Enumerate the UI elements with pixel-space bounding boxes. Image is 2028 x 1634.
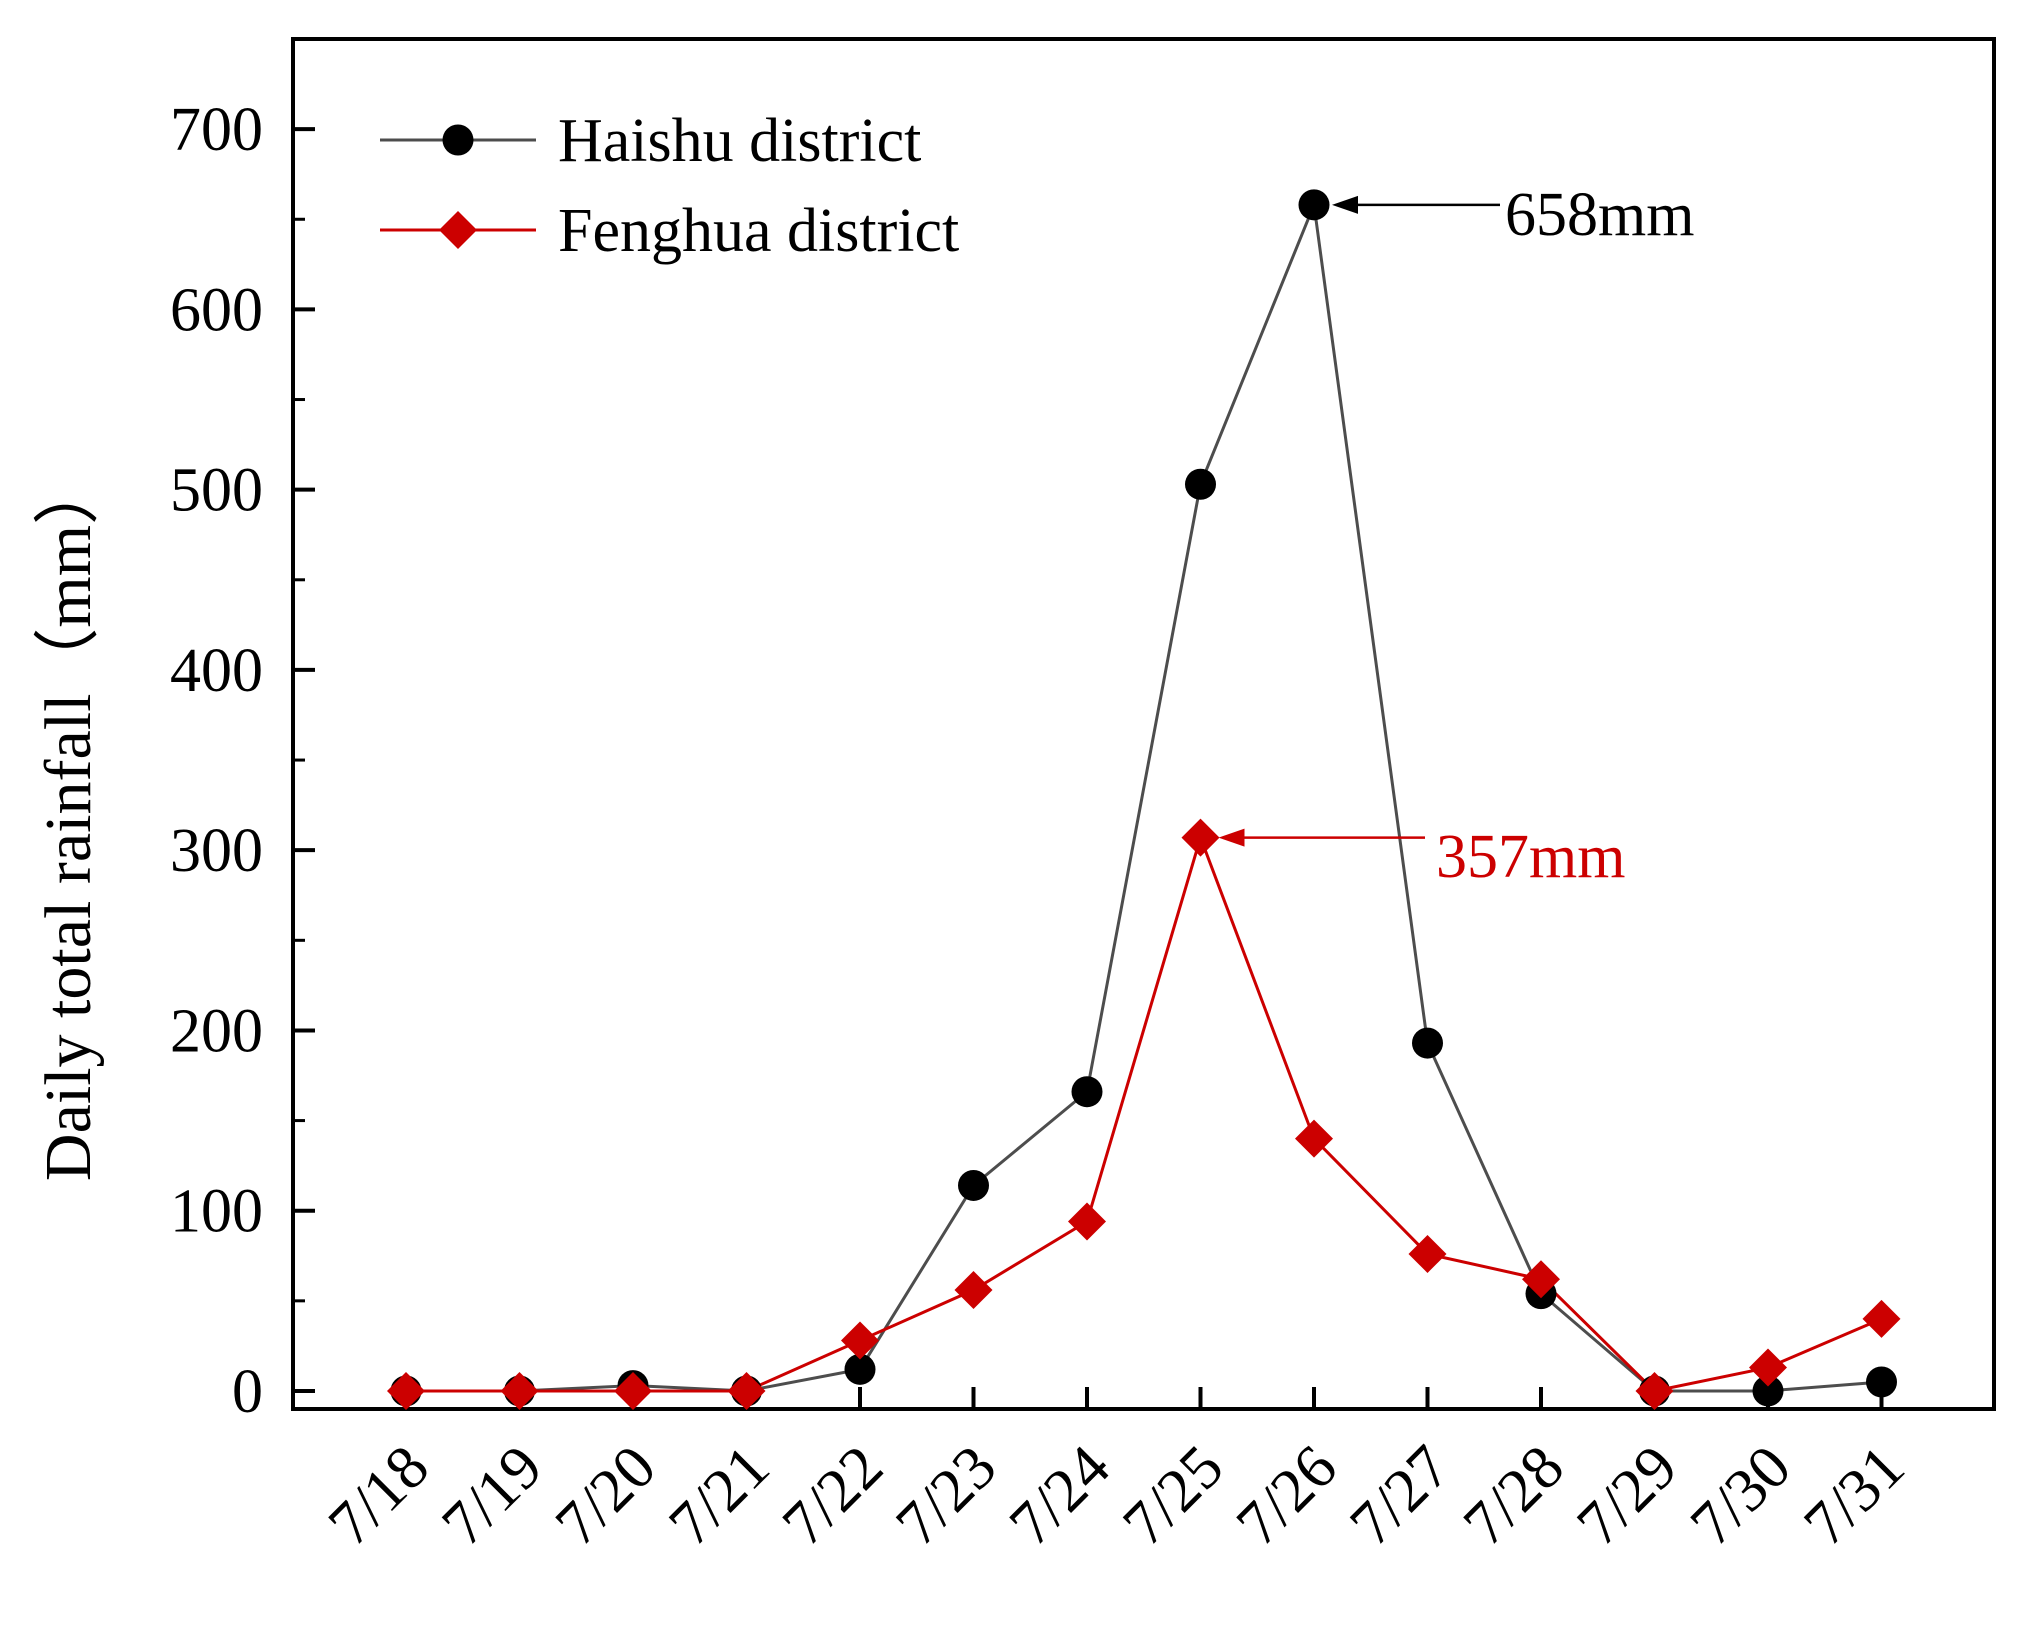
x-tick-label: 7/22 [770,1433,896,1559]
annotation-arrow-head [1218,828,1245,847]
data-point-fenghua [387,1371,425,1410]
x-tick-label: 7/21 [656,1433,782,1559]
data-point-fenghua [500,1371,539,1410]
x-tick-label: 7/18 [316,1433,442,1559]
legend-label: Haishu district [558,107,921,175]
plot-layer: 01002003004005006007007/187/197/207/217/… [170,37,1996,1559]
data-point-fenghua [1295,1119,1333,1158]
data-point-fenghua [1862,1299,1901,1338]
x-tick-label: 7/31 [1791,1433,1917,1559]
x-tick-label: 7/25 [1110,1433,1236,1559]
series-line-fenghua [406,832,1883,1393]
y-tick-label: 100 [170,1178,263,1246]
y-tick-label: 700 [170,96,263,164]
data-point-fenghua [954,1271,993,1310]
data-point-haishu [1071,1076,1103,1108]
annotation-label: 357mm [1436,823,1625,891]
x-tick-label: 7/27 [1337,1433,1463,1559]
y-tick-label: 200 [170,997,263,1065]
plot-frame [291,37,1996,1411]
x-tick-label: 7/19 [429,1433,555,1559]
x-tick-label: 7/26 [1224,1433,1350,1559]
data-point-fenghua [1522,1260,1560,1299]
data-point-fenghua [1068,1202,1106,1241]
annotation-arrow-head [1332,195,1358,214]
legend-label: Fenghua district [558,197,959,265]
data-point-haishu [1412,1027,1443,1059]
data-point-fenghua [1181,818,1220,857]
data-point-haishu [958,1169,989,1201]
x-tick-label: 7/29 [1564,1433,1690,1559]
data-point-fenghua [841,1321,879,1360]
annotation-label: 658mm [1505,181,1694,249]
legend-marker [442,124,474,156]
x-tick-label: 7/30 [1678,1433,1804,1559]
data-point-fenghua [1749,1348,1787,1387]
data-point-haishu [1298,189,1330,221]
y-tick-label: 600 [170,276,263,344]
series-line-haishu [406,199,1882,1393]
data-point-fenghua [727,1371,766,1410]
data-point-haishu [844,1353,876,1385]
y-tick-label: 0 [232,1358,263,1426]
x-tick-label: 7/24 [997,1433,1123,1559]
x-tick-label: 7/23 [883,1433,1009,1559]
data-point-fenghua [1635,1371,1674,1410]
y-axis-label: Daily total rainfall（mm） [32,459,105,1181]
x-tick-label: 7/20 [543,1433,669,1559]
data-point-fenghua [614,1371,652,1410]
data-point-fenghua [1408,1234,1447,1273]
y-tick-label: 400 [170,637,263,705]
data-point-haishu [1866,1366,1897,1398]
data-point-haishu [1752,1375,1784,1407]
y-tick-label: 300 [170,817,263,885]
legend-marker [439,211,477,249]
y-tick-label: 500 [170,457,263,525]
data-point-haishu [1185,468,1216,500]
x-tick-label: 7/28 [1451,1433,1577,1559]
